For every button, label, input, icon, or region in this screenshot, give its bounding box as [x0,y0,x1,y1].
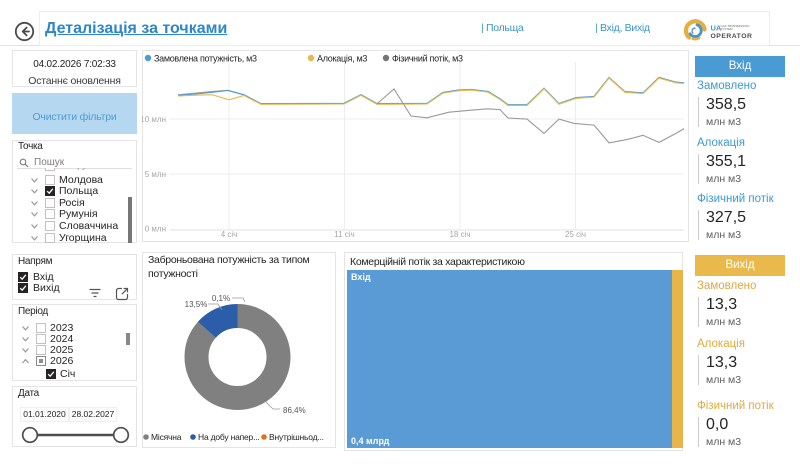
svg-text:Алокація, м3: Алокація, м3 [317,54,367,64]
svg-text:11 січ: 11 січ [334,230,354,239]
svg-text:Внутрішньод...: Внутрішньод... [269,432,324,442]
svg-text:Місячна: Місячна [151,432,182,442]
svg-text:UA: UA [711,23,722,32]
svg-text:OPERATOR: OPERATOR [711,33,753,40]
svg-text:86,4%: 86,4% [283,406,306,415]
svg-text:0 млн: 0 млн [145,225,166,234]
svg-text:25 січ: 25 січ [565,230,586,239]
svg-text:4 січ: 4 січ [221,230,238,239]
svg-text:На добу напер...: На добу напер... [198,432,260,442]
svg-text:0,1%: 0,1% [212,294,230,303]
svg-text:13,5%: 13,5% [185,300,208,309]
svg-text:18 січ: 18 січ [449,230,470,239]
svg-text:SYSTEM: SYSTEM [721,27,733,31]
svg-text:Фізичний потік, м3: Фізичний потік, м3 [392,54,463,64]
svg-text:Замовлена потужність, м3: Замовлена потужність, м3 [154,54,257,64]
svg-text:5 млн: 5 млн [145,170,166,179]
svg-text:GAS TRANSMISSION: GAS TRANSMISSION [721,24,750,28]
svg-text:10 млн: 10 млн [142,115,166,124]
